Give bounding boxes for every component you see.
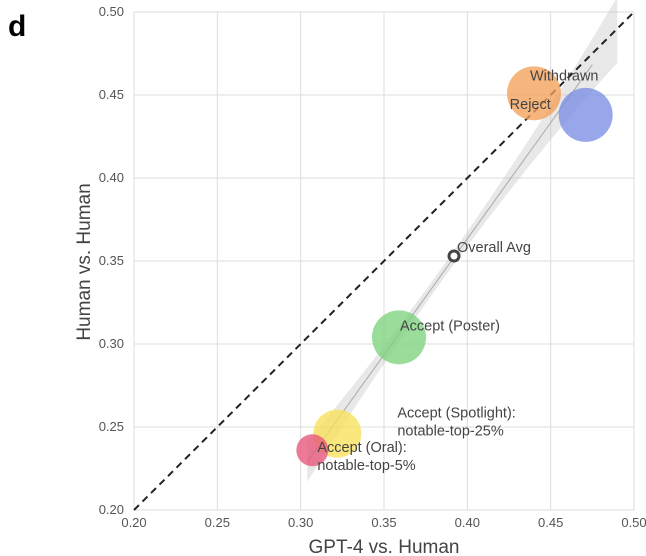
point-label: Withdrawn (530, 68, 599, 84)
x-tick-label: 0.35 (371, 515, 396, 530)
x-tick-label: 0.40 (455, 515, 480, 530)
x-axis-ticks: 0.20 0.25 0.30 0.35 0.40 0.45 0.50 (121, 515, 646, 530)
point-label: Accept (Oral): (317, 440, 406, 456)
panel-label: d (8, 10, 26, 43)
x-axis-title: GPT-4 vs. Human (309, 537, 460, 556)
x-tick-label: 0.25 (205, 515, 230, 530)
x-tick-label: 0.45 (538, 515, 563, 530)
confidence-band (306, 0, 618, 482)
y-tick-label: 0.45 (99, 87, 124, 102)
y-tick-label: 0.30 (99, 336, 124, 351)
fit-band (307, 0, 618, 482)
y-tick-label: 0.50 (99, 4, 124, 19)
y-axis-title: Human vs. Human (74, 183, 95, 340)
bubble-point (558, 87, 613, 142)
x-tick-label: 0.20 (121, 515, 146, 530)
point-label: Reject (510, 97, 551, 113)
y-tick-label: 0.40 (99, 170, 124, 185)
data-points (296, 66, 613, 467)
fit-line (306, 64, 593, 462)
y-axis-ticks: 0.20 0.25 0.30 0.35 0.40 0.45 0.50 (99, 4, 124, 517)
bubble-point (296, 434, 329, 467)
point-label: Overall Avg (457, 240, 531, 256)
point-label: Accept (Spotlight): (397, 406, 515, 422)
y-tick-label: 0.35 (99, 253, 124, 268)
point-label: Accept (Poster) (400, 318, 500, 334)
bubble-point (507, 66, 561, 121)
point-annotations: Withdrawn Reject Overall Avg Accept (Poster… (317, 68, 598, 474)
point-overall-avg (447, 249, 461, 263)
y-tick-label: 0.20 (99, 502, 124, 517)
point-label: notable-top-5% (317, 458, 415, 474)
bubble-point (372, 310, 426, 365)
x-tick-label: 0.50 (621, 515, 646, 530)
point-label: notable-top-25% (397, 424, 504, 440)
x-tick-label: 0.30 (288, 515, 313, 530)
y-tick-label: 0.25 (99, 419, 124, 434)
